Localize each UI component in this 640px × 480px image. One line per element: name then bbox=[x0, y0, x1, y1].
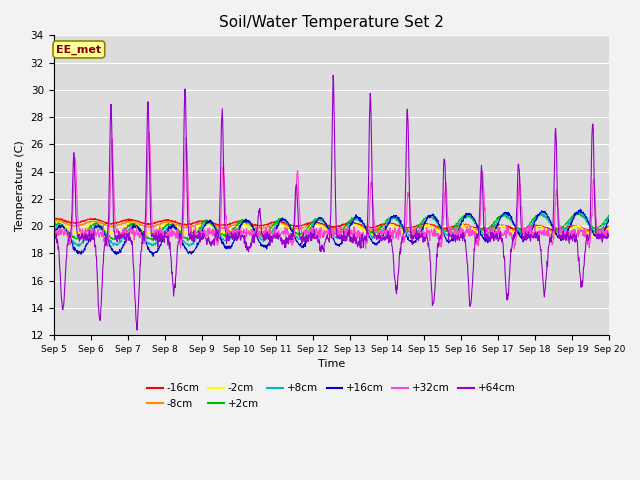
+32cm bbox=[50, 231, 58, 237]
Line: -8cm: -8cm bbox=[54, 220, 609, 233]
+64cm bbox=[160, 239, 168, 244]
+2cm bbox=[236, 221, 244, 227]
-8cm bbox=[160, 220, 168, 226]
-2cm bbox=[160, 222, 168, 228]
+16cm bbox=[149, 253, 157, 259]
+8cm bbox=[236, 223, 244, 229]
-16cm bbox=[173, 220, 181, 226]
Y-axis label: Temperature (C): Temperature (C) bbox=[15, 140, 25, 230]
Line: +16cm: +16cm bbox=[54, 209, 609, 256]
-16cm bbox=[50, 215, 58, 221]
-2cm bbox=[491, 226, 499, 231]
-8cm bbox=[605, 225, 613, 231]
+8cm bbox=[50, 228, 58, 233]
Line: -16cm: -16cm bbox=[54, 218, 609, 231]
Line: +2cm: +2cm bbox=[54, 213, 609, 241]
+2cm bbox=[418, 219, 426, 225]
Title: Soil/Water Temperature Set 2: Soil/Water Temperature Set 2 bbox=[219, 15, 444, 30]
+8cm bbox=[491, 223, 499, 228]
+16cm bbox=[577, 206, 584, 212]
-8cm bbox=[52, 217, 60, 223]
+16cm bbox=[540, 208, 547, 214]
+64cm bbox=[491, 235, 499, 240]
+2cm bbox=[160, 226, 168, 232]
-8cm bbox=[540, 225, 547, 231]
-2cm bbox=[592, 234, 600, 240]
-16cm bbox=[591, 228, 599, 234]
+8cm bbox=[160, 228, 168, 234]
+64cm bbox=[236, 233, 244, 239]
+64cm bbox=[419, 230, 426, 236]
-2cm bbox=[173, 226, 181, 231]
+8cm bbox=[418, 220, 426, 226]
-16cm bbox=[605, 224, 613, 230]
-2cm bbox=[605, 224, 613, 230]
+64cm bbox=[540, 291, 548, 297]
+32cm bbox=[511, 246, 518, 252]
-16cm bbox=[490, 223, 498, 229]
+8cm bbox=[540, 211, 547, 217]
+2cm bbox=[540, 212, 547, 217]
+16cm bbox=[160, 236, 168, 241]
+32cm bbox=[145, 129, 153, 135]
-2cm bbox=[50, 220, 58, 226]
-2cm bbox=[418, 225, 426, 230]
-16cm bbox=[236, 218, 243, 224]
Line: -2cm: -2cm bbox=[54, 222, 609, 237]
-8cm bbox=[50, 219, 58, 225]
X-axis label: Time: Time bbox=[318, 359, 345, 369]
-16cm bbox=[160, 217, 168, 223]
-8cm bbox=[491, 224, 499, 230]
-8cm bbox=[173, 222, 181, 228]
+32cm bbox=[605, 227, 613, 233]
+8cm bbox=[575, 210, 583, 216]
-2cm bbox=[55, 219, 63, 225]
+64cm bbox=[605, 232, 613, 238]
-2cm bbox=[236, 222, 244, 228]
+64cm bbox=[330, 72, 337, 78]
+16cm bbox=[236, 226, 244, 231]
+32cm bbox=[173, 235, 181, 241]
+64cm bbox=[50, 233, 58, 239]
+16cm bbox=[491, 228, 499, 234]
+16cm bbox=[173, 229, 181, 235]
-8cm bbox=[418, 223, 426, 229]
+2cm bbox=[173, 226, 181, 232]
-16cm bbox=[418, 221, 426, 227]
-2cm bbox=[540, 225, 547, 231]
+32cm bbox=[160, 233, 168, 239]
+2cm bbox=[573, 210, 581, 216]
+32cm bbox=[418, 230, 426, 236]
+2cm bbox=[50, 224, 58, 230]
+16cm bbox=[418, 226, 426, 231]
Line: +8cm: +8cm bbox=[54, 213, 609, 247]
+16cm bbox=[50, 233, 58, 239]
-16cm bbox=[540, 224, 547, 230]
-8cm bbox=[236, 222, 244, 228]
-8cm bbox=[591, 230, 599, 236]
+2cm bbox=[491, 219, 499, 225]
+16cm bbox=[605, 217, 613, 223]
+64cm bbox=[133, 327, 141, 333]
+2cm bbox=[184, 238, 191, 244]
Line: +64cm: +64cm bbox=[54, 75, 609, 330]
Text: EE_met: EE_met bbox=[56, 44, 101, 55]
+8cm bbox=[173, 228, 181, 234]
+2cm bbox=[605, 213, 613, 219]
+64cm bbox=[173, 243, 181, 249]
+32cm bbox=[540, 232, 548, 238]
Legend: -16cm, -8cm, -2cm, +2cm, +8cm, +16cm, +32cm, +64cm: -16cm, -8cm, -2cm, +2cm, +8cm, +16cm, +3… bbox=[143, 379, 520, 413]
Line: +32cm: +32cm bbox=[54, 132, 609, 249]
+32cm bbox=[491, 229, 499, 235]
+32cm bbox=[236, 229, 244, 235]
+8cm bbox=[605, 214, 613, 219]
+8cm bbox=[75, 244, 83, 250]
